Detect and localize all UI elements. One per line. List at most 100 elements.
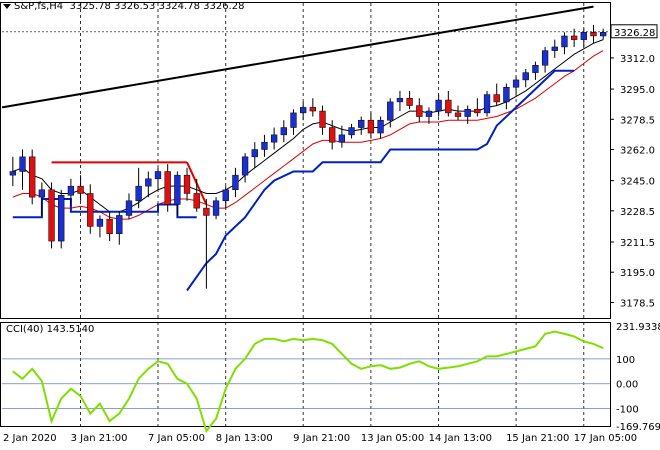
candle-body [261, 141, 268, 150]
cci-tick-label: -169.7697 [616, 422, 660, 433]
candle-body [580, 32, 587, 40]
candle-body [174, 174, 181, 205]
x-tick-label: 9 Jan 21:00 [293, 433, 350, 444]
candle-body [367, 119, 375, 134]
current-price-label: 3326.28 [614, 28, 655, 39]
candle-body [106, 218, 113, 235]
y-tick-label: 3228.5 [620, 207, 655, 218]
trendline [1, 5, 594, 109]
candle-body [454, 112, 462, 117]
y-tick-label: 3245.0 [620, 177, 655, 188]
candle-body [483, 94, 491, 114]
x-tick-label: 17 Jan 05:00 [574, 433, 637, 444]
chart-header: S&P,fs,H4 3325.78 3326.53 3324.78 3326.2… [3, 1, 244, 12]
y-tick-label: 3262.0 [620, 146, 655, 157]
candle-body [435, 99, 442, 112]
candle-body [67, 185, 75, 196]
time-axis: 2 Jan 2020 3 Jan 21:00 7 Jan 05:00 8 Jan 13… [3, 433, 637, 444]
cci-tick-label: 0.00 [616, 380, 638, 391]
candle-body [445, 99, 452, 114]
symbol-label: S&P,fs,H4 [14, 1, 64, 12]
candle-body [19, 156, 26, 172]
candle-body [493, 94, 500, 103]
candle-body [29, 156, 36, 198]
candle-body [348, 127, 355, 136]
cci-title: CCI(40) 143.5140 [6, 324, 95, 335]
candle-body [290, 112, 297, 128]
candle-body [377, 119, 384, 134]
candle-body [203, 207, 210, 216]
candle-body [135, 185, 142, 202]
candle-body [241, 156, 249, 176]
candle-body [522, 72, 529, 81]
candle-body [600, 32, 607, 37]
candle-body [270, 134, 278, 143]
y-tick-label: 3312.0 [620, 54, 655, 65]
candle-body [38, 189, 46, 198]
y-tick-label: 3178.5 [620, 298, 655, 309]
candle-body [183, 174, 191, 194]
cci-tick-label: 100 [616, 355, 635, 366]
candlesticks [9, 24, 607, 289]
candle-body [116, 215, 123, 235]
blue-step-line [186, 69, 575, 292]
x-tick-label: 8 Jan 13:00 [216, 433, 273, 444]
candle-body [464, 108, 471, 117]
candle-body [541, 50, 549, 66]
cci-tick-label: 231.9338 [616, 322, 660, 333]
candle-body [396, 97, 404, 103]
cci-tick-label: -100 [616, 405, 639, 416]
candle-body [280, 127, 287, 136]
cci-axis: 231.9338 100 0.00 -100 -169.7697 [616, 322, 660, 433]
ohlc-label: 3325.78 3326.53 3324.78 3326.28 [69, 1, 245, 12]
candle-body [212, 200, 220, 216]
candle-body [338, 134, 346, 143]
candle-body [232, 174, 239, 191]
candle-body [125, 200, 133, 216]
x-tick-label: 7 Jan 05:00 [148, 433, 205, 444]
x-tick-label: 15 Jan 21:00 [506, 433, 569, 444]
price-axis: 3312.0 3295.0 3278.5 3262.0 3245.0 3228.5 3211… [2, 31, 655, 309]
candle-body [503, 86, 510, 103]
candle-body [154, 171, 162, 180]
candle-body [406, 97, 413, 106]
y-tick-label: 3295.0 [620, 85, 655, 96]
candle-body [87, 193, 94, 227]
current-price-tag: 3326.28 [610, 24, 658, 39]
candle-body [96, 218, 104, 227]
candle-body [512, 79, 520, 88]
candle-body [474, 108, 481, 114]
x-tick-label: 14 Jan 13:00 [429, 433, 492, 444]
dropdown-triangle-icon[interactable] [3, 3, 11, 9]
candle-body [319, 110, 326, 128]
x-tick-label: 2 Jan 2020 [3, 433, 57, 444]
candle-body [48, 189, 55, 242]
candle-body [251, 149, 258, 158]
candle-body [387, 101, 394, 121]
candle-body [300, 107, 307, 114]
cci-series [12, 330, 604, 434]
y-tick-label: 3195.0 [620, 268, 655, 279]
y-tick-label: 3278.5 [620, 115, 655, 126]
candle-body [532, 65, 539, 73]
candle-body [164, 171, 171, 205]
candle-body [358, 119, 365, 128]
cci-panel [0, 322, 611, 427]
candle-body [309, 107, 316, 112]
candle-body [551, 46, 558, 51]
candle-body [77, 185, 84, 194]
candle-body [590, 32, 597, 37]
candle-body [58, 195, 65, 242]
candle-body [145, 178, 152, 187]
y-tick-label: 3211.5 [620, 238, 655, 249]
x-tick-label: 3 Jan 21:00 [71, 433, 128, 444]
candle-body [570, 35, 578, 40]
candle-body [9, 171, 16, 176]
candle-body [561, 35, 568, 48]
trendline-segment [1, 5, 594, 109]
price-panel [0, 2, 611, 319]
cci-line [12, 330, 604, 434]
candle-body [329, 127, 336, 143]
x-tick-label: 13 Jan 05:00 [361, 433, 424, 444]
